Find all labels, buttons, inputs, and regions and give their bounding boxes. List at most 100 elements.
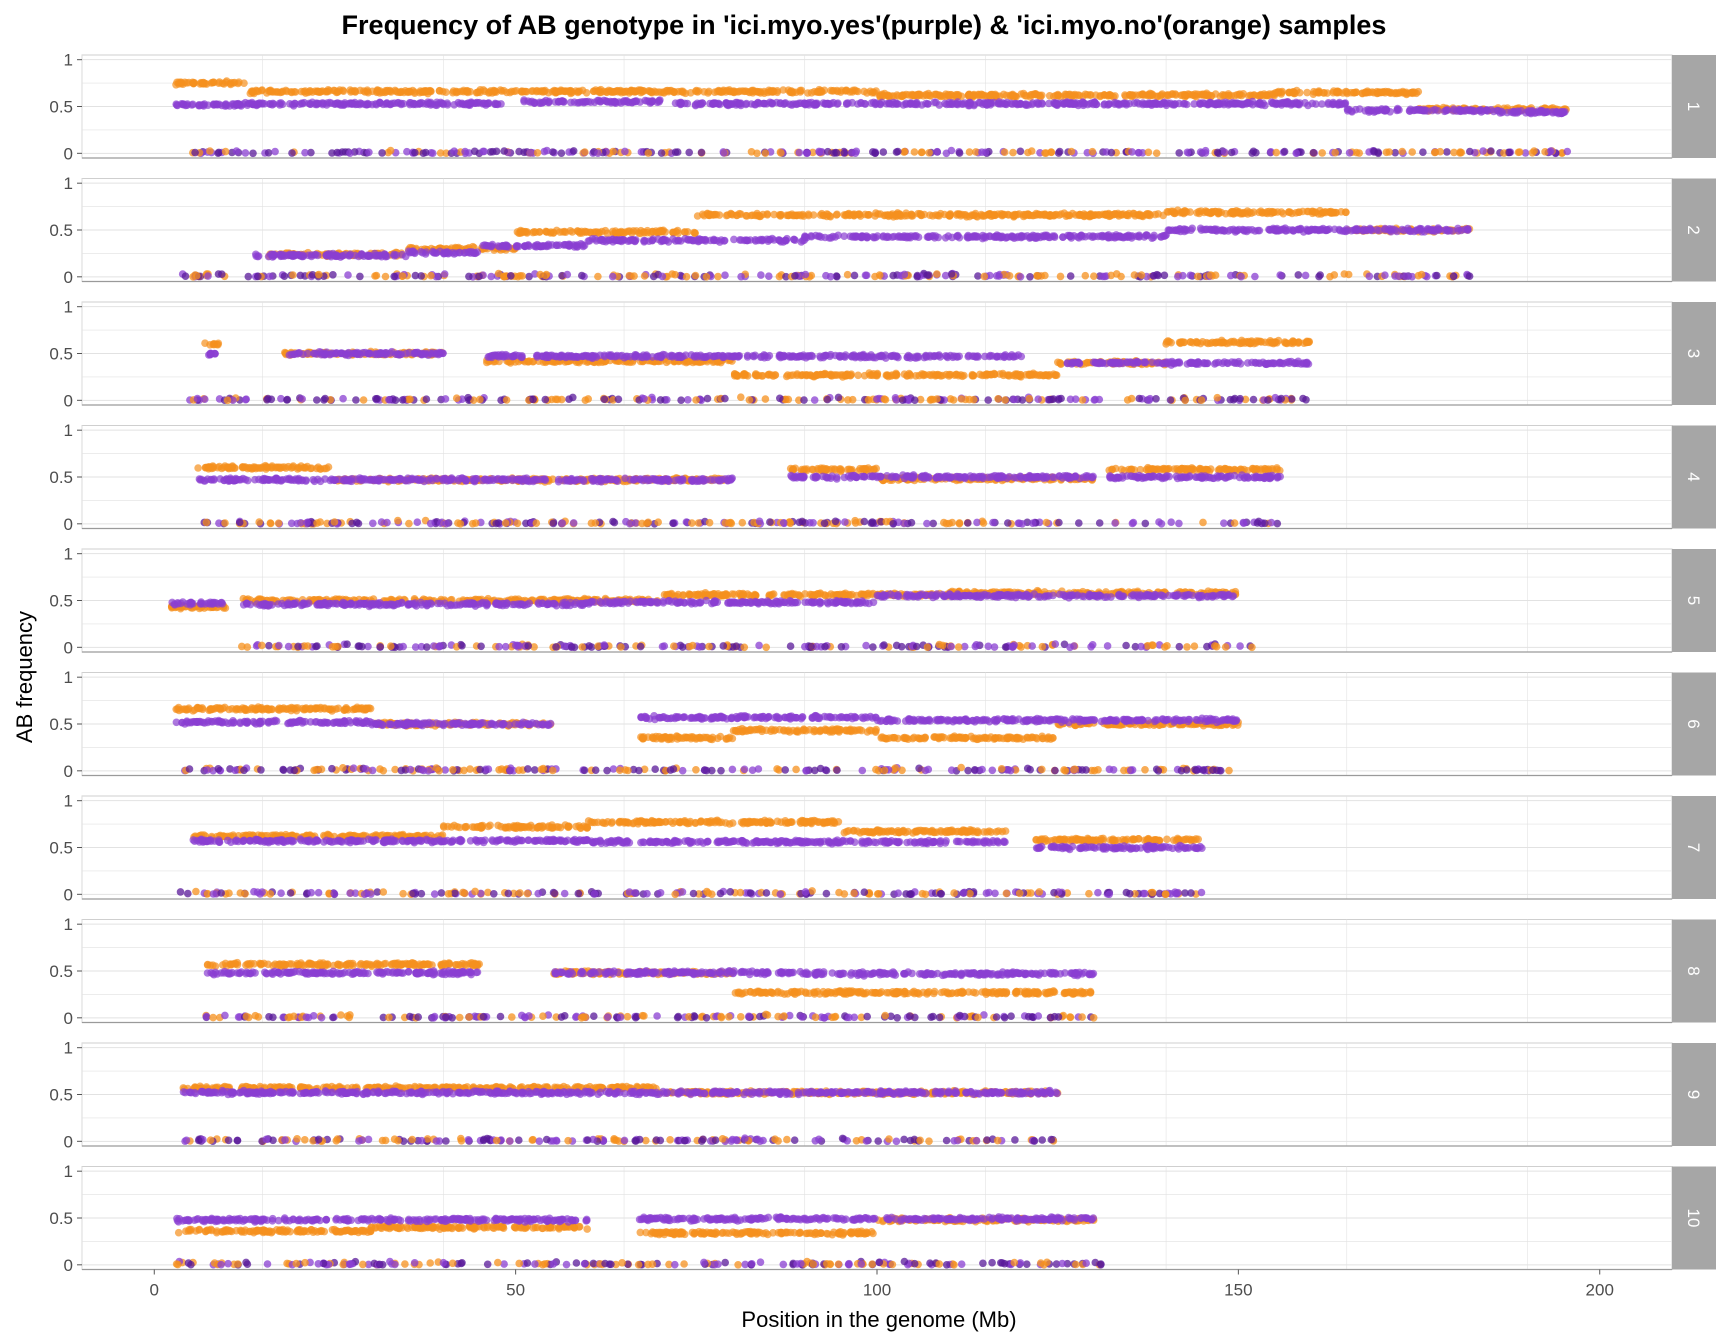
- data-point: [942, 149, 951, 158]
- data-point: [944, 90, 952, 99]
- data-point: [1186, 271, 1195, 280]
- data-point: [955, 149, 964, 157]
- data-point: [1095, 395, 1104, 404]
- data-point: [339, 394, 347, 403]
- data-point: [557, 87, 565, 95]
- data-point: [671, 270, 679, 279]
- data-point: [730, 88, 738, 97]
- data-point: [1391, 148, 1399, 157]
- data-point: [911, 396, 919, 405]
- data-point: [313, 251, 322, 260]
- data-point: [291, 88, 300, 96]
- data-point: [424, 98, 432, 106]
- data-point: [761, 395, 770, 403]
- data-point: [1149, 272, 1158, 280]
- data-point: [1314, 226, 1323, 235]
- data-point: [919, 371, 928, 380]
- data-point: [470, 147, 479, 156]
- data-point: [1174, 272, 1182, 281]
- data-point: [241, 149, 250, 157]
- facet-strip-label: 1: [1684, 102, 1703, 111]
- data-point: [775, 236, 784, 245]
- data-point: [834, 393, 843, 402]
- data-point: [406, 100, 414, 109]
- data-point: [1372, 226, 1381, 234]
- data-point: [581, 148, 589, 156]
- data-point: [1332, 88, 1341, 96]
- data-point: [491, 87, 499, 95]
- data-point: [1315, 272, 1323, 281]
- data-point: [1487, 147, 1495, 155]
- data-point: [334, 87, 343, 96]
- data-point: [1134, 148, 1143, 157]
- data-point: [533, 149, 542, 157]
- data-point: [861, 100, 870, 108]
- data-point: [1081, 271, 1090, 280]
- data-point: [1274, 226, 1282, 235]
- data-point: [775, 211, 784, 219]
- data-point: [757, 271, 765, 279]
- facet-points: [172, 77, 1572, 158]
- data-point: [786, 371, 795, 380]
- data-point: [1056, 272, 1065, 281]
- data-point: [1096, 232, 1105, 240]
- data-point: [678, 87, 687, 96]
- data-point: [680, 228, 689, 236]
- data-point: [544, 88, 553, 97]
- data-point: [172, 81, 180, 89]
- data-point: [1251, 272, 1259, 281]
- data-point: [1331, 148, 1339, 157]
- data-point: [1142, 231, 1151, 239]
- data-point: [1088, 147, 1097, 156]
- data-point: [1463, 225, 1472, 234]
- data-point: [925, 149, 933, 157]
- data-point: [817, 233, 825, 241]
- data-point: [466, 87, 475, 96]
- data-point: [248, 98, 256, 107]
- data-point: [760, 89, 769, 97]
- data-point: [1433, 271, 1441, 280]
- data-point: [346, 149, 354, 157]
- data-point: [365, 148, 373, 157]
- data-point: [787, 87, 796, 95]
- data-point: [1252, 148, 1260, 157]
- data-point: [889, 271, 897, 280]
- data-point: [685, 148, 693, 157]
- data-point: [244, 272, 253, 281]
- data-point: [1311, 208, 1319, 217]
- data-point: [227, 78, 236, 87]
- data-point: [695, 87, 703, 95]
- data-point: [442, 149, 451, 157]
- data-point: [410, 349, 418, 358]
- data-point: [750, 100, 759, 109]
- data-point: [656, 96, 664, 104]
- data-point: [1255, 208, 1263, 217]
- data-point: [865, 369, 873, 377]
- data-point: [783, 234, 791, 243]
- data-point: [271, 147, 279, 156]
- data-point: [398, 272, 407, 281]
- data-point: [1514, 107, 1523, 116]
- data-point: [1161, 99, 1170, 108]
- data-point: [275, 99, 284, 108]
- data-point: [720, 149, 728, 157]
- data-point: [328, 149, 336, 157]
- data-point: [401, 87, 410, 95]
- data-point: [288, 149, 296, 157]
- data-point: [621, 228, 630, 236]
- data-point: [1419, 148, 1427, 156]
- data-point: [659, 88, 668, 96]
- data-point: [1214, 209, 1222, 218]
- data-point: [637, 148, 646, 156]
- facet-panel-2: 00.512: [49, 174, 1716, 287]
- data-point: [1070, 232, 1078, 240]
- data-point: [904, 233, 913, 242]
- data-point: [1038, 100, 1046, 108]
- data-point: [489, 147, 497, 156]
- data-point: [529, 395, 537, 404]
- y-tick-label: 0: [64, 144, 73, 163]
- data-point: [761, 149, 770, 157]
- data-point: [210, 349, 219, 358]
- data-point: [1100, 101, 1108, 109]
- data-point: [1090, 98, 1099, 107]
